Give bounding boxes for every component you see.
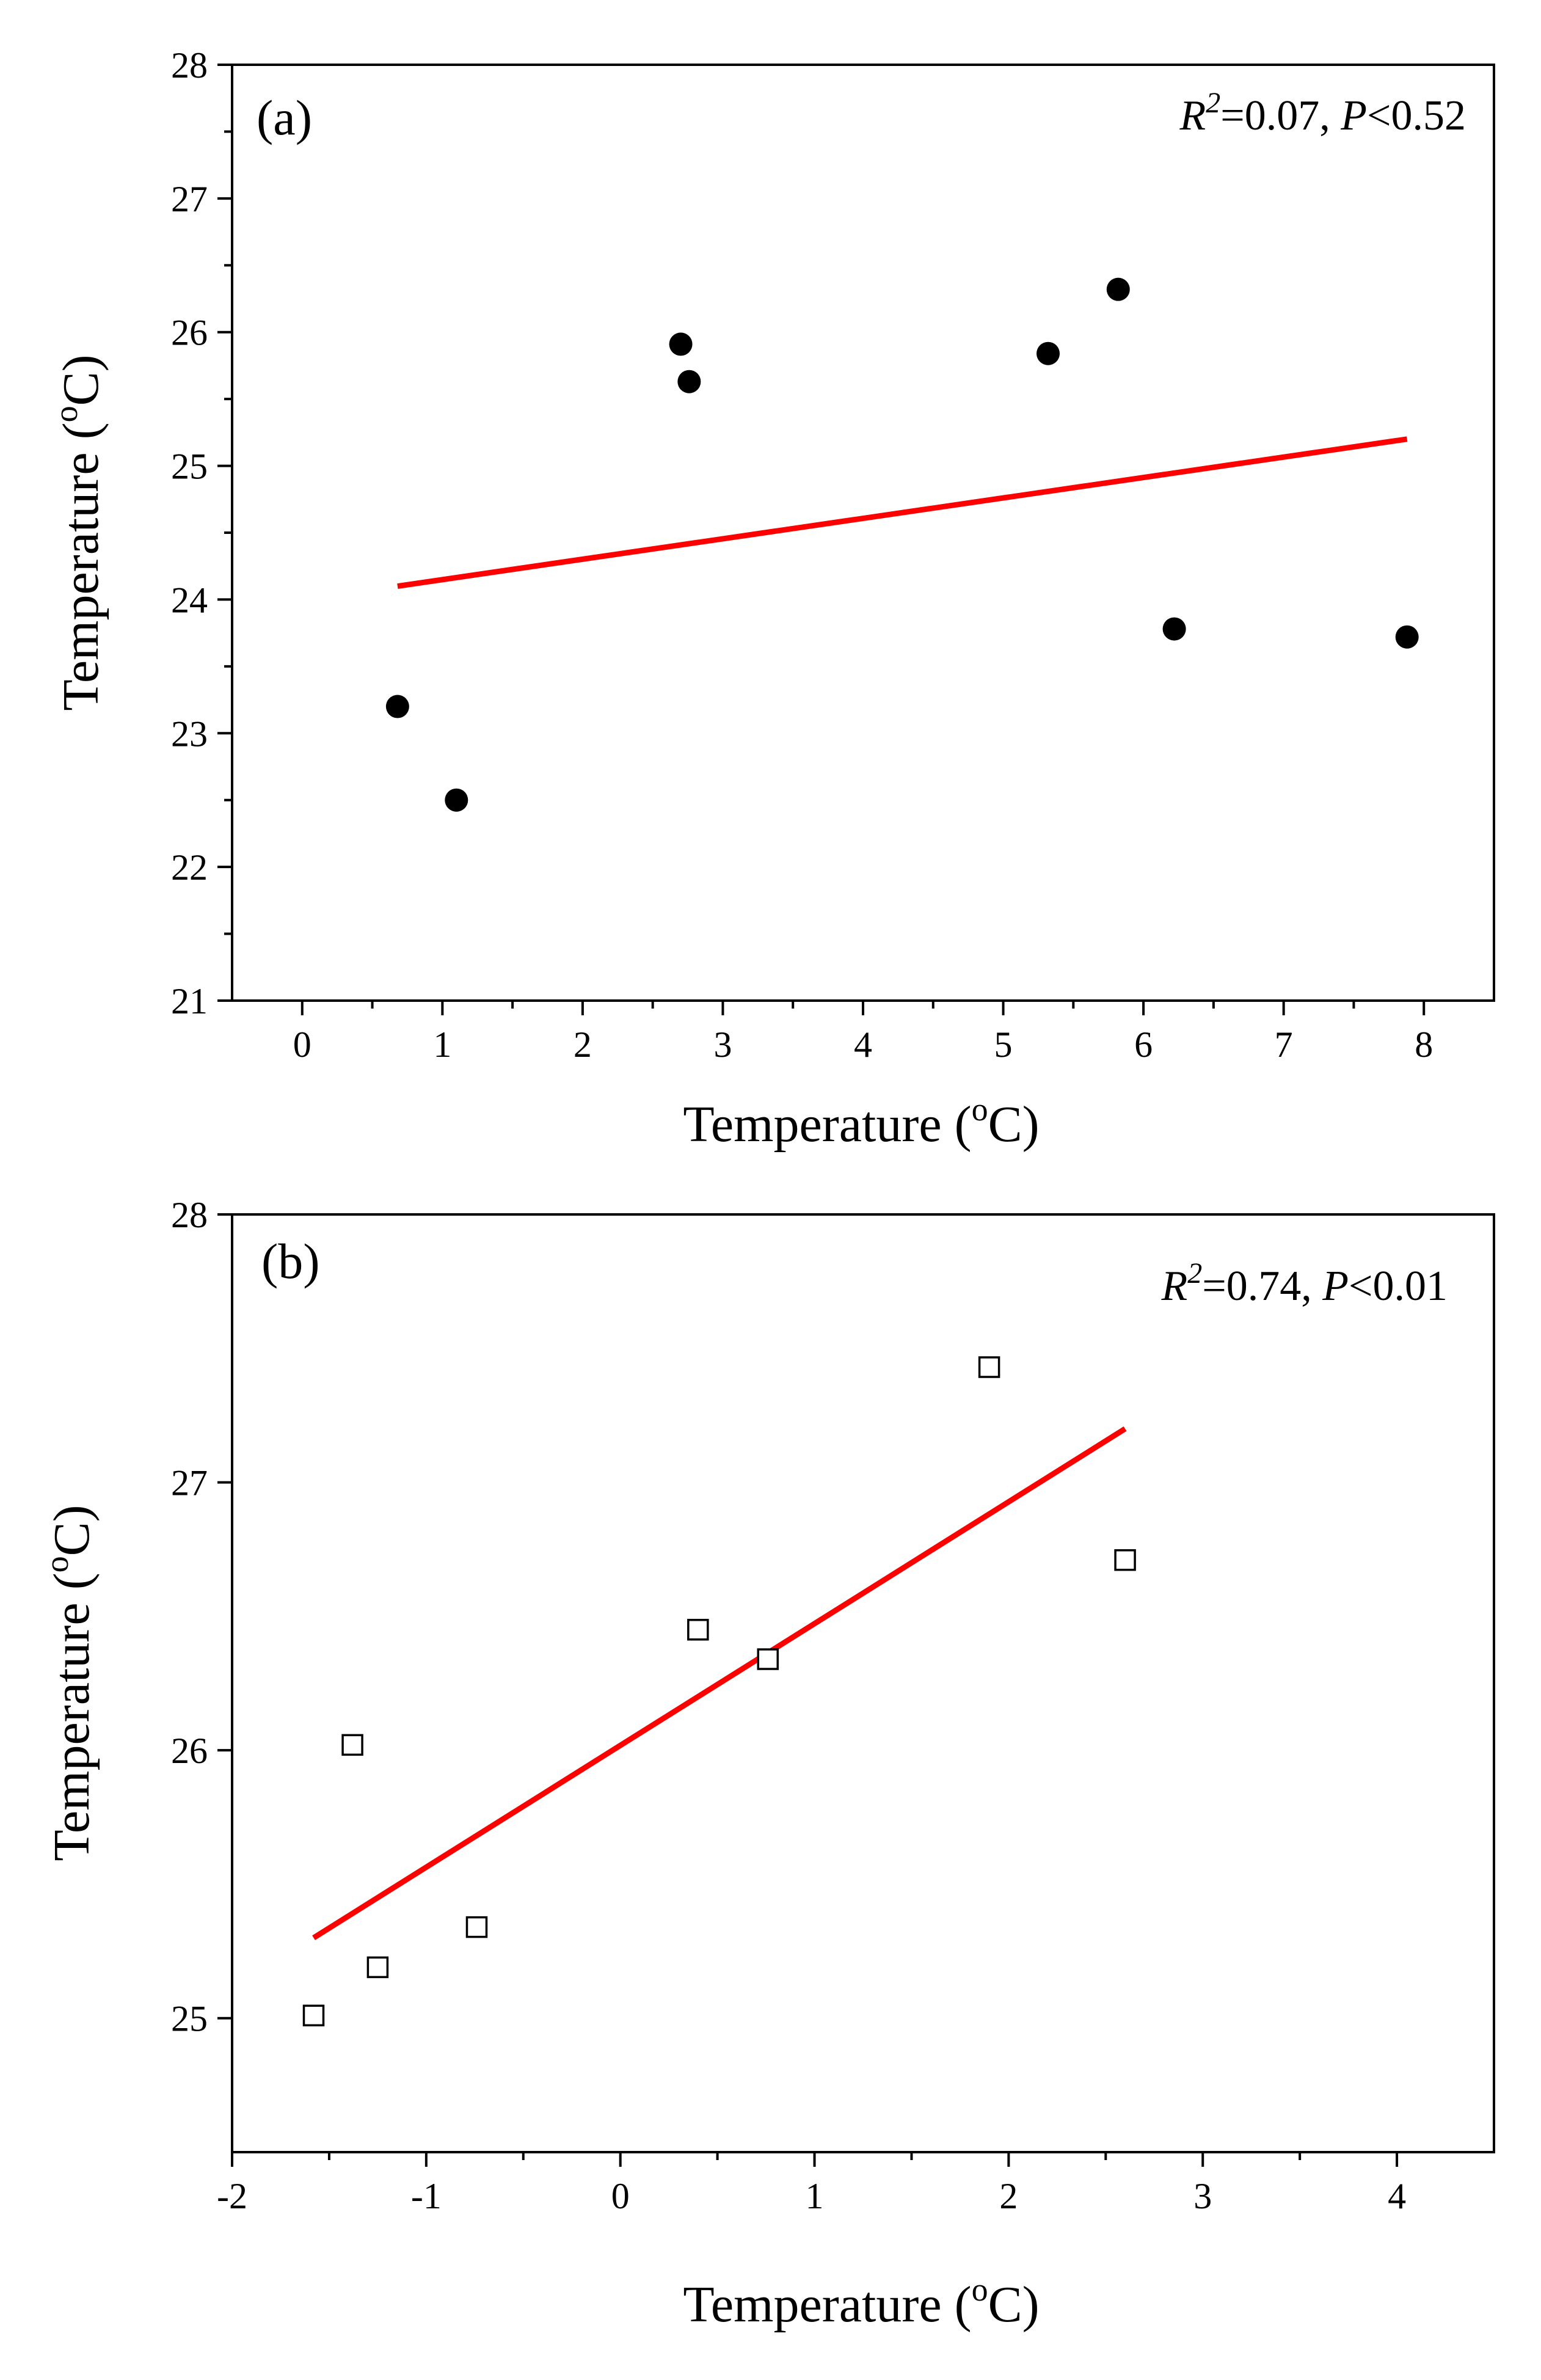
panel-b-data-point <box>302 2004 325 2027</box>
panel-a-x-tick-label: 2 <box>574 1024 592 1065</box>
panel-a-x-tick-label: 0 <box>293 1024 311 1065</box>
panel-b-data-point <box>687 1619 709 1641</box>
panel-a-label: (a) <box>257 90 312 145</box>
panel-a-y-tick-label: 27 <box>171 179 208 219</box>
panel-b-minor-ticks <box>327 2152 1302 2160</box>
panel-b-y-title-unit: C) <box>43 1505 100 1556</box>
panel-b-marks <box>302 1356 1136 2027</box>
panel-a-data-point <box>669 332 693 356</box>
panel-b-label: (b) <box>261 1233 320 1289</box>
panel-b-data-point <box>341 1734 363 1756</box>
panel-a-data-point <box>445 788 468 812</box>
panel-b-x-tick-label: 0 <box>611 2176 630 2216</box>
panel-a-stats-p-value: <0.52 <box>1367 92 1466 139</box>
panel-a-plot-frame <box>231 64 1495 1002</box>
panel-b-plot-frame <box>231 1213 1495 2153</box>
panel-a-x-tick-label: 7 <box>1275 1024 1293 1065</box>
panel-b-data-point <box>757 1648 779 1670</box>
panel-a-stats-r: R <box>1179 92 1206 139</box>
panel-a-y-title-sup: o <box>48 406 84 422</box>
panel-b-data-point <box>978 1356 1000 1378</box>
panel-a-stats-r-value: =0.07, <box>1220 92 1341 139</box>
panel-b-ticks: -2 -1 0 1 2 3 4 25 26 27 28 <box>171 1195 1406 2216</box>
panel-b-x-title-unit: C) <box>988 2276 1040 2333</box>
panel-b-x-tick-label: 1 <box>806 2176 824 2216</box>
panel-b-x-axis-title: Temperature (oC) <box>683 2271 1039 2333</box>
panel-a-y-tick-label: 28 <box>171 45 208 86</box>
panel-b-fit-line <box>312 1426 1127 1940</box>
panel-b-x-tick-label: 3 <box>1193 2176 1212 2216</box>
panel-b-x-tick-label: 2 <box>999 2176 1018 2216</box>
panel-a-minor-ticks <box>224 130 1355 1009</box>
panel-a-x-tick-label: 6 <box>1134 1024 1153 1065</box>
panel-a-stats: R2=0.07, P<0.52 <box>1179 87 1466 139</box>
panel-b-y-tick-label: 26 <box>171 1731 208 1771</box>
panel-a-x-tick-label: 8 <box>1415 1024 1433 1065</box>
panel-b-x-title-text: Temperature ( <box>683 2276 971 2333</box>
panel-a-y-tick-label: 25 <box>171 447 208 487</box>
panel-a-y-title-unit: C) <box>53 354 109 406</box>
panel-b-stats-p: P <box>1322 1263 1349 1310</box>
panel-b-x-title-sup: o <box>972 2271 988 2308</box>
panel-a-marks <box>385 277 1419 812</box>
panel-b-y-title-text: Temperature ( <box>43 1572 100 1861</box>
panel-a-x-tick-label: 1 <box>433 1024 451 1065</box>
panel-a-y-tick-label: 21 <box>171 981 208 1021</box>
panel-b-x-tick-label: -1 <box>411 2176 442 2216</box>
panel-a-y-tick-label: 22 <box>171 847 208 888</box>
panel-a-x-tick-label: 4 <box>854 1024 872 1065</box>
panel-b-stats-p-value: <0.01 <box>1349 1263 1448 1310</box>
panel-b-stats-r: R <box>1161 1263 1188 1310</box>
panel-b-stats-r-sup: 2 <box>1187 1257 1202 1290</box>
panel-a-fit-line <box>397 436 1408 589</box>
panel-a-x-tick-label: 3 <box>713 1024 732 1065</box>
panel-b-data-point <box>1114 1549 1136 1571</box>
panel-b-y-tick-label: 25 <box>171 1999 208 2039</box>
panel-a-data-point <box>1036 341 1060 365</box>
panel-b-y-title-sup: o <box>38 1556 75 1572</box>
panel-b-y-tick-label: 28 <box>171 1195 208 1235</box>
panel-a-y-tick-label: 24 <box>171 580 208 620</box>
panel-a-x-tick-label: 5 <box>994 1024 1013 1065</box>
panel-b-y-axis-title: Temperature (oC) <box>38 1505 100 1861</box>
panel-b-data-point <box>366 1956 389 1979</box>
panel-a-x-axis-title: Temperature (oC) <box>683 1091 1039 1153</box>
panel-b-y-tick-label: 27 <box>171 1463 208 1503</box>
panel-b-x-tick-label: 4 <box>1388 2176 1406 2216</box>
panel-a-stats-r-sup: 2 <box>1206 87 1220 119</box>
panel-a-y-tick-label: 26 <box>171 313 208 353</box>
panel-b-data-point <box>465 1916 488 1938</box>
panel-a-y-tick-label: 23 <box>171 714 208 754</box>
panel-a-x-title-unit: C) <box>988 1096 1040 1153</box>
panel-a-data-point <box>385 695 409 718</box>
panel-a-data-point <box>677 370 701 393</box>
panel-a-y-title-text: Temperature ( <box>53 422 109 710</box>
panel-b-x-tick-label: -2 <box>217 2176 247 2216</box>
panel-b-stats: R2=0.74, P<0.01 <box>1161 1257 1448 1310</box>
panel-a-data-point <box>1395 625 1419 649</box>
panel-a-y-axis-title: Temperature (oC) <box>48 354 109 710</box>
panel-a-stats-p: P <box>1340 92 1367 139</box>
panel-a-x-title-text: Temperature ( <box>683 1096 971 1153</box>
panel-b-stats-r-value: =0.74, <box>1202 1263 1322 1310</box>
panel-a-data-point <box>1162 617 1186 641</box>
panel-a-data-point <box>1106 277 1130 301</box>
panel-a-x-title-sup: o <box>972 1091 988 1128</box>
